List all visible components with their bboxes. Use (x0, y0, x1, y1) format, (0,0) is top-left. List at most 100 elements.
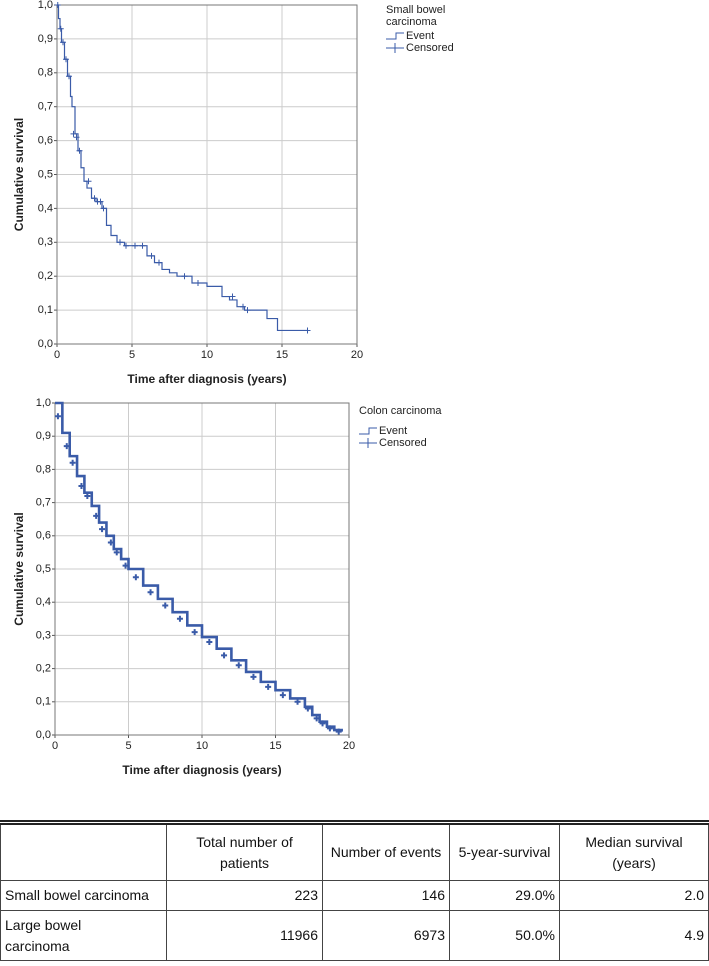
y-tick-label: 0,7 (38, 101, 53, 113)
censor-mark (122, 562, 129, 569)
y-tick-label: 1,0 (38, 0, 53, 11)
y-tick-label: 0,2 (38, 270, 53, 282)
censor-mark (221, 652, 228, 659)
y-tick-label: 0,4 (36, 596, 51, 608)
censor-mark (84, 492, 91, 499)
censor-mark (63, 443, 70, 450)
censor-mark (156, 259, 162, 266)
censor-mark (148, 252, 155, 259)
censor-mark (99, 526, 106, 533)
y-tick-label: 0,9 (38, 33, 53, 45)
censor-mark (54, 413, 61, 420)
legend-label: Censored (406, 42, 454, 54)
y-tick-label: 0,3 (36, 629, 51, 641)
censor-mark (319, 720, 326, 727)
plot-border (54, 402, 350, 736)
x-tick-label: 10 (201, 349, 213, 361)
censor-mark (191, 629, 198, 636)
censor-mark (76, 147, 83, 154)
legend-title: Small bowel carcinoma (386, 4, 446, 28)
column-header: Median survival (years) (559, 822, 709, 881)
y-tick-label: 0,9 (36, 430, 51, 442)
censor-mark (107, 539, 114, 546)
censor-mark (70, 130, 77, 137)
cell: 146 (322, 880, 450, 911)
survival-curve (55, 401, 343, 732)
censor-mark (326, 725, 333, 732)
cell: 50.0% (449, 910, 560, 961)
x-tick-label: 0 (52, 740, 58, 752)
column-header: 5-year-survival (449, 822, 560, 881)
censor-mark (235, 662, 242, 669)
plot-border (56, 4, 358, 345)
y-tick-label: 0,5 (36, 563, 51, 575)
x-tick-label: 20 (343, 740, 355, 752)
censor-mark (132, 242, 138, 249)
censor-mark (313, 715, 320, 722)
censor-mark (139, 242, 146, 249)
censor-mark (195, 279, 201, 286)
censor-mark (162, 602, 169, 609)
censor-mark (78, 483, 85, 489)
censor-mark (97, 198, 104, 205)
legend-label: Censored (379, 437, 427, 449)
censor-mark (335, 728, 342, 735)
x-axis-label: Time after diagnosis (years) (122, 763, 281, 777)
censor-mark (85, 178, 92, 185)
censor-mark (123, 242, 129, 249)
censor-mark (63, 56, 69, 63)
legend-title-box: Colon carcinoma (359, 405, 442, 417)
legend-title: Colon carcinoma (359, 405, 442, 417)
censor-mark (66, 73, 72, 80)
x-tick-label: 5 (125, 740, 131, 752)
legend-swatch (359, 427, 377, 435)
column-header: Number of events (322, 822, 450, 881)
x-tick-label: 15 (269, 740, 281, 752)
y-tick-label: 0,2 (36, 663, 51, 675)
x-tick-label: 5 (129, 349, 135, 361)
censor-mark (206, 639, 213, 646)
y-tick-label: 0,8 (38, 67, 53, 79)
legend-title-box: Small bowel carcinoma (386, 4, 446, 28)
x-tick-label: 20 (351, 349, 363, 361)
row-label: Small bowel carcinoma (0, 880, 167, 911)
censor-mark (91, 195, 98, 202)
x-tick-label: 0 (54, 349, 60, 361)
y-tick-label: 0,4 (38, 202, 53, 214)
x-axis-label: Time after diagnosis (years) (127, 372, 286, 386)
censor-mark (147, 589, 154, 596)
censor-mark (294, 698, 301, 705)
y-tick-label: 0,5 (38, 168, 53, 180)
y-tick-label: 1,0 (36, 397, 51, 409)
y-tick-label: 0,0 (38, 338, 53, 350)
censor-mark (100, 205, 107, 212)
cell: 11966 (166, 910, 323, 961)
censor-mark (304, 705, 311, 712)
column-header: Total number of patients (166, 822, 323, 881)
censor-mark (279, 692, 286, 699)
censor-mark (69, 459, 76, 466)
censor-mark (60, 39, 66, 46)
y-tick-label: 0,3 (38, 236, 53, 248)
x-tick-label: 15 (276, 349, 288, 361)
censor-mark (250, 673, 257, 680)
y-tick-label: 0,1 (36, 696, 51, 708)
legend-label: Event (406, 30, 434, 42)
y-tick-label: 0,6 (38, 135, 53, 147)
censor-mark (132, 574, 139, 581)
censor-mark (54, 2, 61, 8)
y-axis-label: Cumulative survival (12, 118, 26, 231)
legend-swatch (359, 438, 377, 448)
censor-mark (229, 293, 236, 300)
censor-mark (181, 273, 188, 280)
censor-mark (304, 327, 311, 334)
censor-mark (176, 615, 183, 622)
cell: 6973 (322, 910, 450, 961)
y-axis-label: Cumulative survival (12, 512, 26, 625)
legend-swatch (386, 32, 404, 40)
charts: 0,0 0,1 0,2 0,3 0,4 0,5 0,6 0,7 0,8 0,9 1,0 0 5 10 15 2… (12, 0, 454, 777)
summary-table: Total number of patients Number of event… (0, 820, 709, 961)
cell: 223 (166, 880, 323, 911)
y-tick-label: 0,0 (36, 729, 51, 741)
